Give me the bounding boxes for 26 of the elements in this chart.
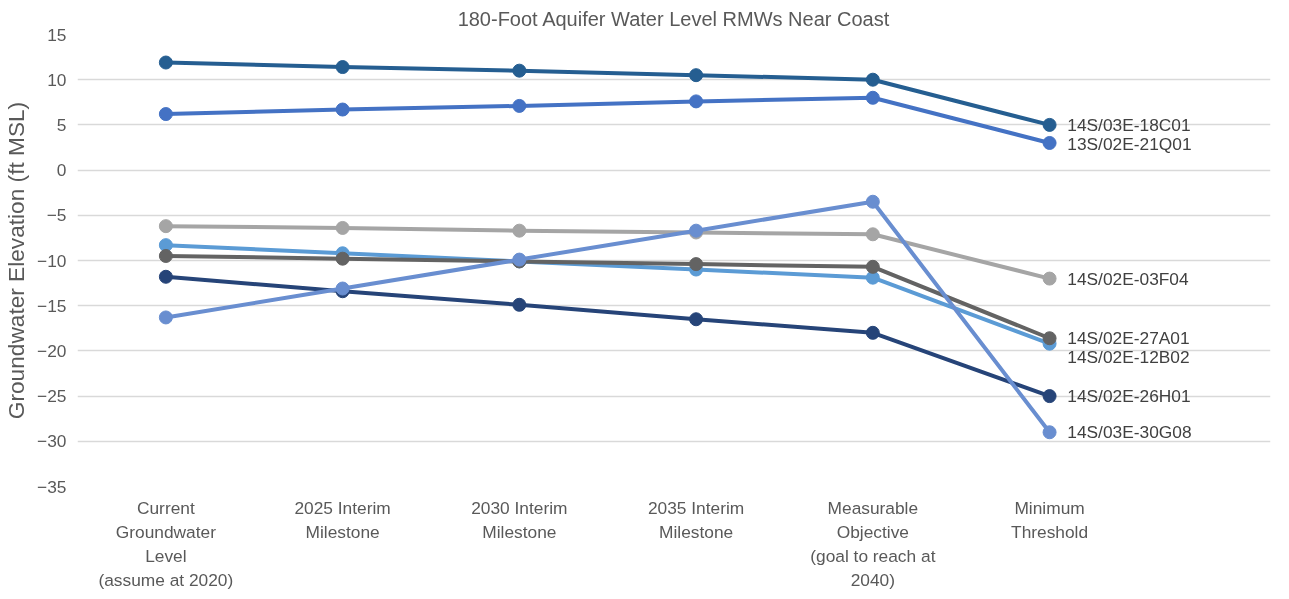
x-tick-label: 2030 Interim Milestone [471, 497, 568, 542]
y-tick-label: 0 [56, 160, 67, 181]
y-tick-label: −5 [46, 205, 67, 226]
series-label: 13S/02E-21Q01 [1067, 134, 1192, 155]
x-tick-label: 2035 Interim Milestone [647, 497, 745, 542]
x-tick-label: Minimum Threshold [1011, 497, 1089, 542]
chart-title: 180-Foot Aquifer Water Level RMWs Near Coast [457, 7, 890, 30]
series-label: 14S/02E-03F04 [1067, 268, 1189, 289]
series-label: 14S/02E-12B02 [1067, 347, 1190, 368]
y-tick-label: 5 [56, 114, 67, 135]
series-label: 14S/03E-18C01 [1067, 114, 1191, 135]
x-tick-label: Measurable Objective (goal to reach at 2040) [810, 497, 936, 590]
y-tick-label: 15 [47, 24, 67, 45]
series-label: 14S/02E-26H01 [1067, 386, 1191, 407]
series-label: 14S/02E-27A01 [1067, 328, 1190, 349]
x-tick-label: 2025 Interim Milestone [294, 497, 391, 542]
y-tick-label: −30 [37, 431, 67, 452]
y-axis-title: Groundwater Elevation (ft MSL) [3, 101, 30, 420]
y-tick-label: −10 [37, 250, 67, 271]
x-tick-label: Current Groundwater Level (assume at 2020) [98, 497, 234, 590]
y-tick-label: −20 [37, 340, 67, 361]
series-label: 14S/03E-30G08 [1067, 422, 1192, 443]
y-tick-label: 10 [47, 69, 67, 90]
y-tick-label: −15 [37, 295, 67, 316]
y-tick-label: −35 [37, 476, 67, 497]
y-tick-label: −25 [37, 386, 67, 407]
